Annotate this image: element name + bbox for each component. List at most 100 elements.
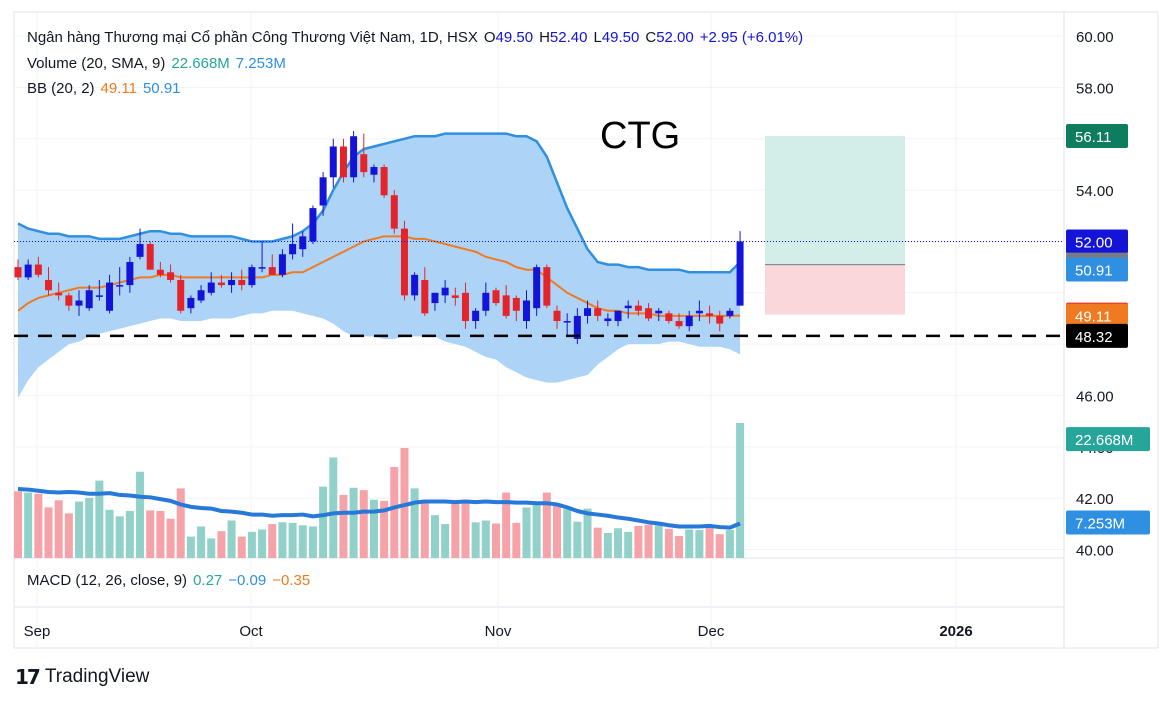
high-value: 52.40 xyxy=(549,29,588,46)
volume-bar xyxy=(522,507,531,558)
price-labels: 56.1152.0051.1050.9149.1549.1148.3222.66… xyxy=(1066,123,1150,535)
bb-indicator-label: BB (20, 2) xyxy=(27,80,95,97)
volume-bar xyxy=(288,522,297,558)
candle-body xyxy=(156,269,164,275)
symbol-legend: Ngân hàng Thương mại Cổ phần Công Thương… xyxy=(27,29,809,46)
x-tick-label: Oct xyxy=(239,623,263,640)
bb-legend[interactable]: BB (20, 2) 49.11 50.91 xyxy=(27,80,187,97)
volume-bar xyxy=(502,492,511,558)
volume-bar xyxy=(258,529,267,558)
candle-body xyxy=(55,292,63,296)
volume-bar xyxy=(390,466,399,558)
price-label-bg xyxy=(1066,229,1128,254)
macd-legend[interactable]: MACD (12, 26, close, 9) 0.27 −0.09 −0.35 xyxy=(27,572,316,589)
candle-body xyxy=(461,292,469,322)
macd-indicator-label: MACD (12, 26, close, 9) xyxy=(27,572,188,589)
candle-body xyxy=(370,167,378,175)
candle-body xyxy=(278,254,286,275)
volume-bar xyxy=(146,510,155,558)
symbol-title[interactable]: Ngân hàng Thương mại Cổ phần Công Thương… xyxy=(27,29,478,46)
candle-body xyxy=(655,310,663,314)
candle-body xyxy=(451,295,459,298)
candle-body xyxy=(380,167,388,196)
volume-bar xyxy=(634,525,643,558)
macd-signal-value: −0.35 xyxy=(272,572,311,589)
volume-indicator-label: Volume (20, SMA, 9) xyxy=(27,55,166,72)
volume-bar xyxy=(125,510,134,558)
candle-body xyxy=(614,310,622,322)
change-value: +2.95 (+6.01%) xyxy=(699,29,804,46)
tradingview-icon: 17 xyxy=(15,665,41,689)
price-label-text: 49.11 xyxy=(1075,309,1111,326)
volume-legend[interactable]: Volume (20, SMA, 9) 22.668M 7.253M xyxy=(27,55,292,72)
volume-bar xyxy=(227,520,236,558)
candle-body xyxy=(421,279,429,314)
candle-body xyxy=(106,282,114,311)
price-label-bg xyxy=(1066,323,1128,348)
volume-bar xyxy=(430,515,439,558)
bb-basis-value: 49.11 xyxy=(100,80,137,97)
close-value: 52.00 xyxy=(656,29,694,46)
candle-body xyxy=(136,244,144,257)
tradingview-logo[interactable]: 17 TradingView xyxy=(15,665,149,689)
candle-body xyxy=(594,308,602,316)
price-label-bg xyxy=(1066,257,1128,282)
volume-bar xyxy=(268,524,277,558)
low-value: 49.50 xyxy=(601,29,640,46)
candle-body xyxy=(584,308,592,316)
volume-bar xyxy=(675,535,684,558)
volume-bar xyxy=(563,509,572,558)
candle-body xyxy=(167,272,175,280)
candle-body xyxy=(533,267,541,309)
y-tick-label: 54.00 xyxy=(1076,183,1114,200)
low-label: L xyxy=(593,29,602,46)
reference-lines xyxy=(14,240,1064,338)
volume-bar xyxy=(603,533,612,558)
volume-bar xyxy=(54,500,63,558)
volume-bar xyxy=(166,518,175,558)
candle-body xyxy=(716,315,724,324)
volume-bar xyxy=(44,507,53,558)
candle-body xyxy=(177,279,185,311)
volume-bar xyxy=(95,480,104,558)
bollinger-bands xyxy=(17,132,741,399)
candle-body xyxy=(553,310,561,322)
candle-body xyxy=(573,315,581,340)
volume-bar xyxy=(247,531,256,558)
volume-bar xyxy=(695,530,704,558)
y-tick-label: 46.00 xyxy=(1076,388,1114,405)
volume-bar xyxy=(420,500,429,558)
candle-body xyxy=(685,315,693,327)
candle-body xyxy=(187,297,195,309)
candle-body xyxy=(512,297,520,311)
volume-bar xyxy=(319,486,328,558)
candle-body xyxy=(299,236,307,250)
bb-upper-value: 50.91 xyxy=(142,80,181,97)
macd-histogram-value: 0.27 xyxy=(193,572,223,589)
volume-bar xyxy=(542,492,551,558)
y-tick-label: 60.00 xyxy=(1076,29,1114,46)
candle-body xyxy=(350,136,358,178)
volume-bar xyxy=(369,499,378,558)
volume-bar xyxy=(451,503,460,558)
volume-bar xyxy=(105,509,114,558)
price-label-text: 7.253M xyxy=(1075,516,1125,533)
volume-bar xyxy=(593,527,602,558)
candle-body xyxy=(634,305,642,311)
candle-body xyxy=(309,208,317,242)
time-axis[interactable]: Sep Oct Nov Dec 2026 xyxy=(24,623,973,640)
volume-bar xyxy=(380,500,389,558)
candle-body xyxy=(289,244,297,255)
price-label-bg xyxy=(1066,123,1128,148)
y-tick-label: 40.00 xyxy=(1076,543,1114,560)
candle-body xyxy=(472,310,480,322)
volume-bar xyxy=(85,497,94,558)
open-value: 49.50 xyxy=(495,29,534,46)
volume-bar xyxy=(725,530,734,558)
position-tool[interactable] xyxy=(765,135,905,315)
candle-body xyxy=(228,279,236,286)
volume-bar xyxy=(461,499,470,558)
tradingview-wordmark: TradingView xyxy=(44,666,150,687)
